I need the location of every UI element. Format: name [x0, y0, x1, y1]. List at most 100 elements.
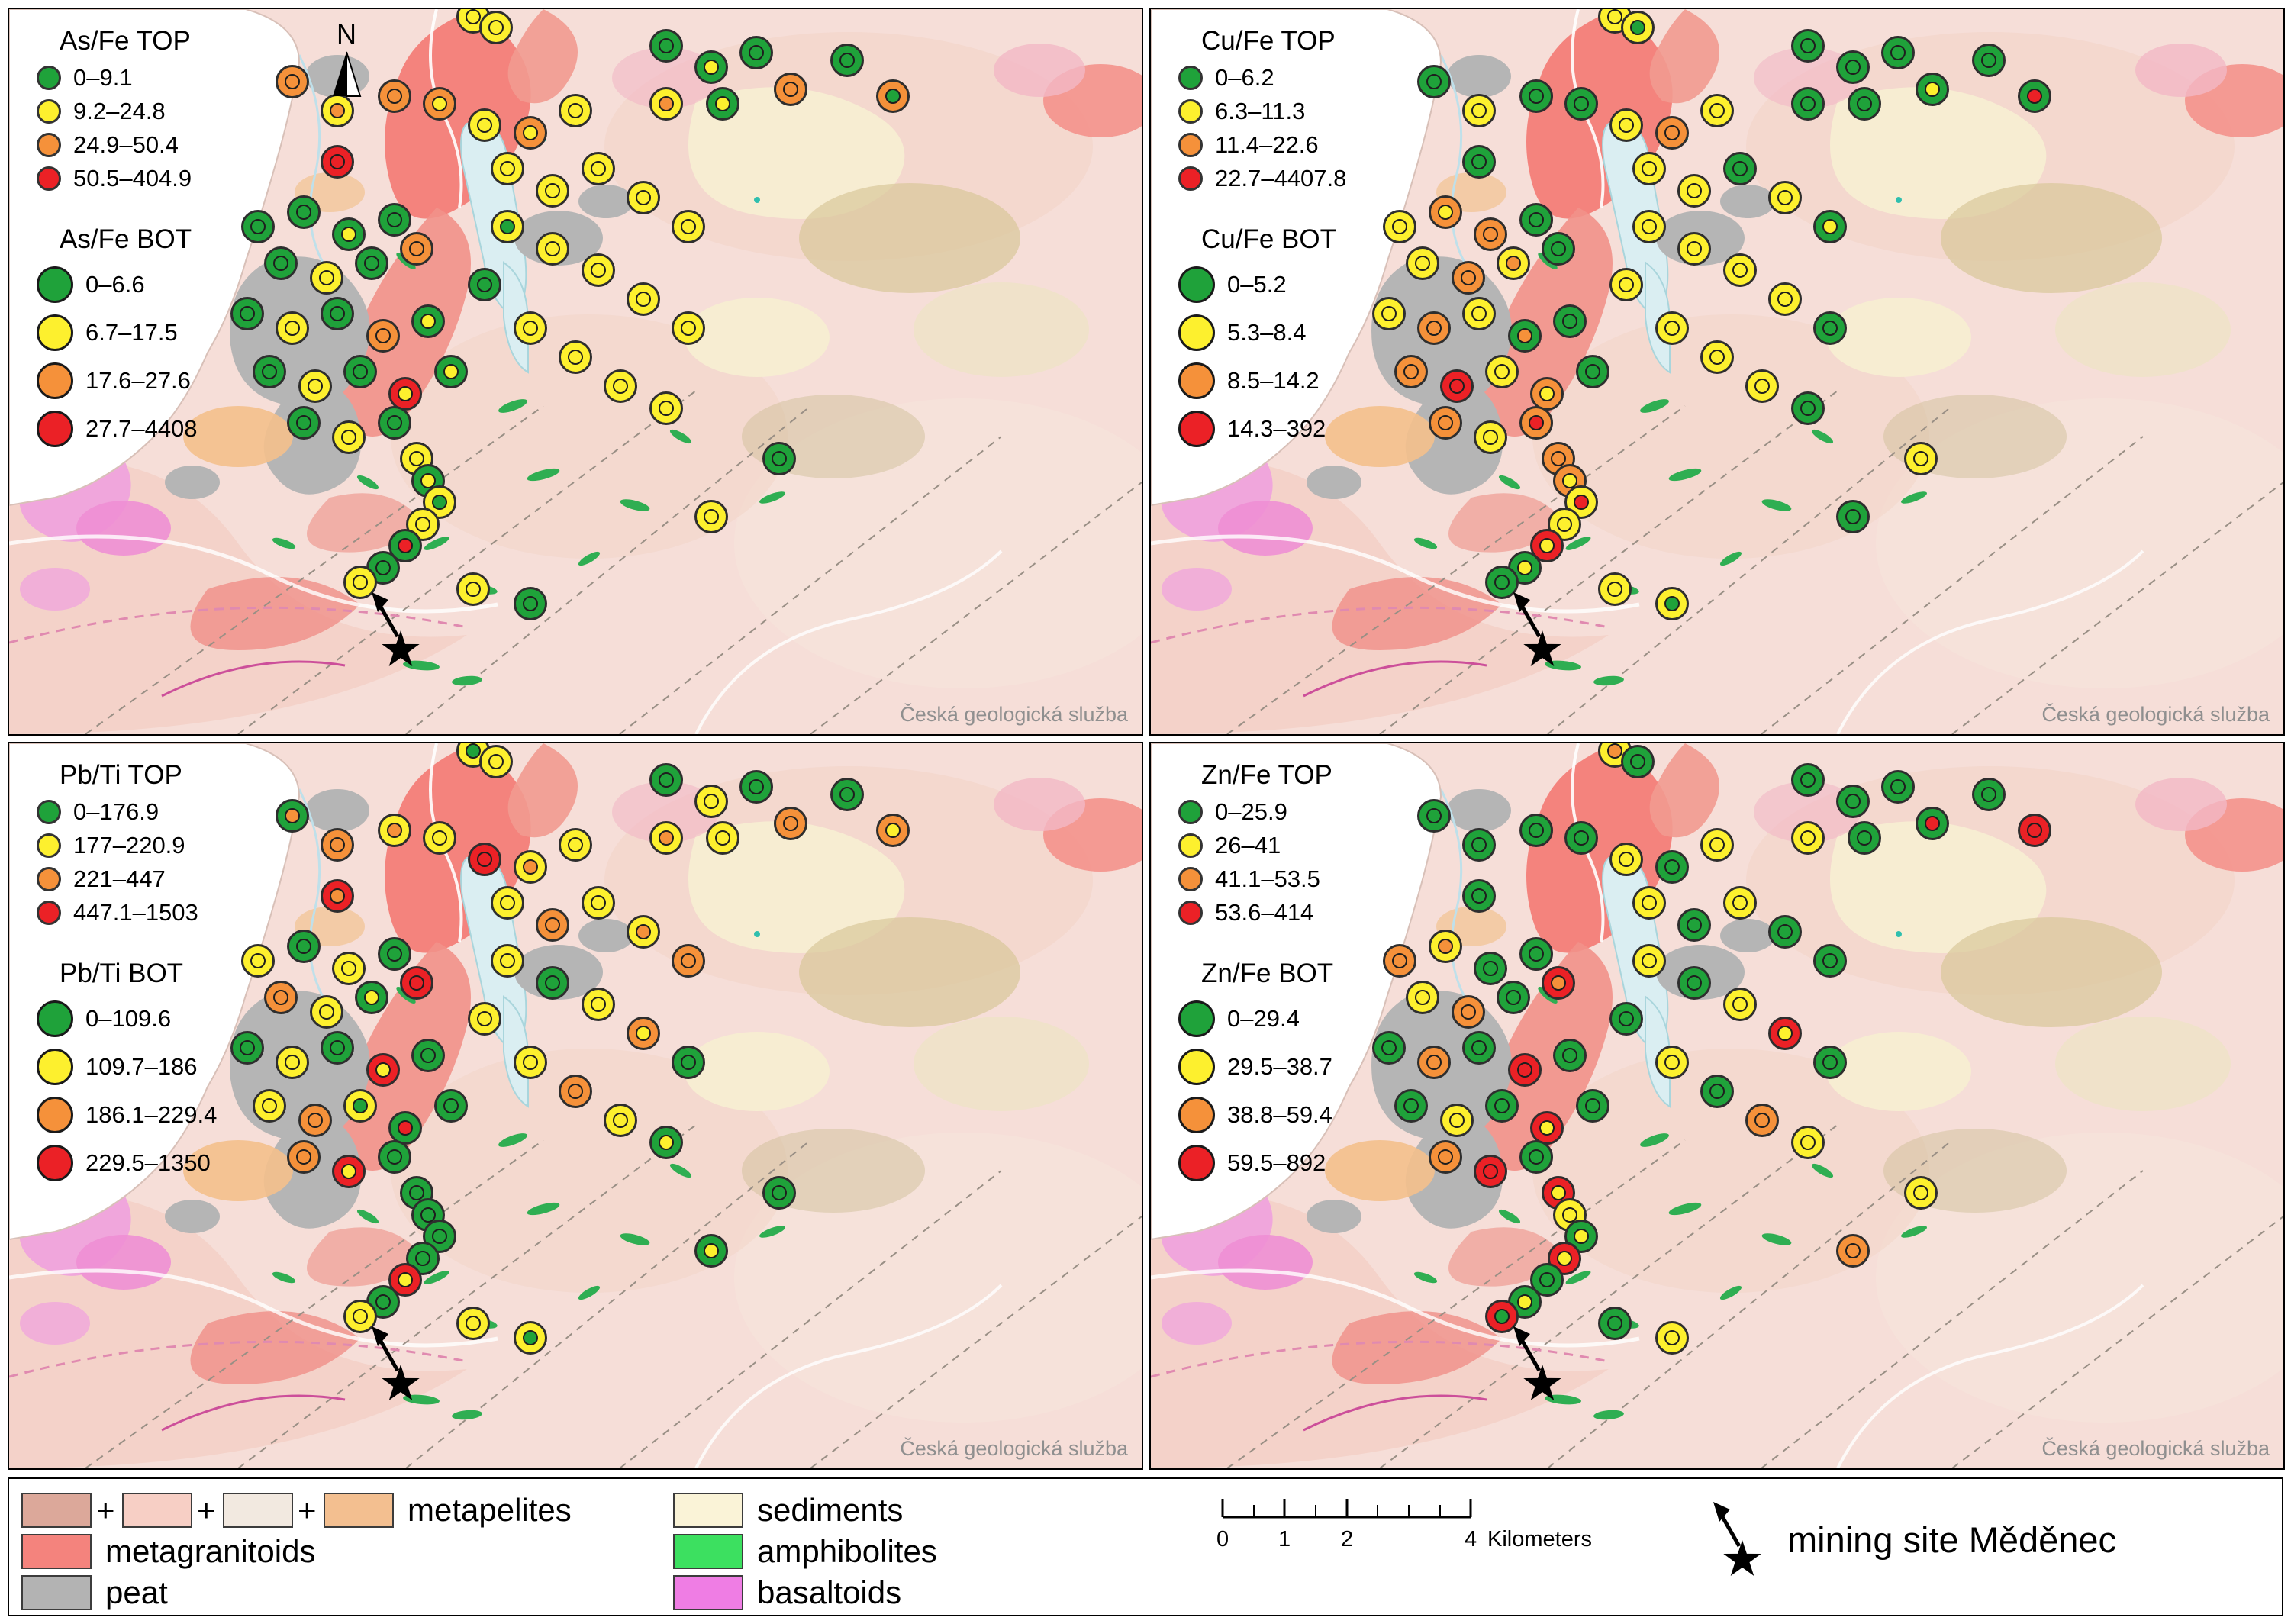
sample-site-marker-top-dot: [318, 1004, 334, 1020]
legend-class-row: 0–25.9: [1178, 798, 1333, 826]
sample-site-marker: [1790, 1125, 1825, 1159]
legend-class-swatch-icon: [1178, 1000, 1215, 1037]
sample-site-marker-top-dot: [1800, 95, 1816, 111]
sample-site-marker: [286, 405, 321, 440]
sample-site-marker: [286, 1139, 321, 1174]
panel-legend: Pb/Ti TOP 0–176.9 177–220.9 221–447 447.1–15…: [37, 754, 217, 1193]
sample-site-marker-top-dot: [409, 451, 425, 466]
sample-site-marker-top-dot: [1471, 837, 1487, 852]
sample-site-marker-top-dot: [420, 1047, 437, 1063]
sample-site-marker-top-dot: [1494, 364, 1510, 379]
sample-site-marker-top-dot: [420, 472, 437, 488]
sample-site-marker: [604, 369, 638, 403]
legend-class-swatch-icon: [1178, 314, 1215, 351]
legend-class-label: 59.5–892: [1227, 1149, 1326, 1176]
sample-site-marker-top-dot: [499, 895, 515, 910]
legend-class-row: 9.2–24.8: [37, 98, 198, 125]
sample-site-marker: [1677, 173, 1712, 208]
sample-site-marker-top-dot: [330, 103, 346, 118]
sample-site-marker: [1417, 65, 1451, 98]
sample-site-marker: [1915, 72, 1949, 106]
sample-site-marker-top-dot: [568, 1084, 583, 1099]
legend-class-row: 0–29.4: [1178, 1000, 1333, 1037]
sample-site-marker: [2017, 79, 2051, 113]
sample-site-marker: [1632, 944, 1666, 978]
legend-class-row: 0–109.6: [37, 1000, 217, 1037]
geology-label: basaltoids: [757, 1574, 902, 1610]
sample-site-marker-top-dot: [386, 823, 402, 838]
panel-legend: As/Fe TOP 0–9.1 9.2–24.8 24.9–50.4 50.5–404.…: [37, 20, 198, 459]
sample-site-marker: [1632, 210, 1666, 243]
legend-class-swatch-icon: [37, 833, 61, 858]
sample-site-marker-top-dot: [2026, 823, 2042, 838]
sample-site-marker-top-dot: [477, 277, 493, 292]
sample-site-marker: [1451, 994, 1485, 1029]
sample-site-marker-top-dot: [1630, 753, 1646, 769]
watermark: Česká geologická služba: [2041, 703, 2270, 726]
sample-site-marker-top-dot: [1505, 255, 1521, 271]
sample-site-marker-top-dot: [545, 917, 561, 933]
sample-site-marker: [1462, 297, 1497, 330]
sample-site-marker: [1677, 965, 1712, 1000]
sample-site-marker-top-dot: [330, 153, 346, 169]
sample-site-marker-top-dot: [250, 219, 266, 234]
sample-site-marker: [1904, 1176, 1938, 1210]
sample-site-marker-top-dot: [749, 45, 765, 60]
sample-site-marker-top-dot: [1483, 960, 1499, 976]
legend-class-row: 186.1–229.4: [37, 1097, 217, 1133]
sample-site-marker: [513, 1046, 547, 1079]
mining-site-star-icon: [1713, 1502, 1761, 1576]
sample-site-marker: [1519, 405, 1553, 440]
legend-class-label: 177–220.9: [73, 832, 185, 859]
sample-site-marker-top-dot: [681, 953, 697, 968]
sample-site-marker-top-dot: [1607, 582, 1623, 597]
sample-site-marker: [581, 886, 615, 920]
sample-site-marker: [479, 10, 514, 44]
sample-site-marker: [309, 994, 343, 1029]
sample-site-marker-top-dot: [1483, 429, 1499, 445]
sample-site-marker: [694, 1234, 729, 1268]
sample-site-marker: [513, 849, 547, 884]
sample-site-marker-top-dot: [1505, 989, 1521, 1005]
sample-site-marker-top-dot: [420, 1207, 437, 1223]
sample-site-marker-top-dot: [1619, 118, 1635, 133]
sample-site-marker-top-dot: [1471, 153, 1487, 169]
mining-site-legend-symbol: [1707, 1499, 1768, 1585]
mining-site-label: mining site Měděnec: [1787, 1519, 2117, 1560]
sample-site-marker-top-dot: [636, 292, 652, 307]
sample-site-marker: [1439, 369, 1474, 403]
sample-site-marker: [1836, 50, 1870, 84]
watermark: Česká geologická služba: [2041, 1437, 2270, 1460]
sample-site-marker-top-dot: [1528, 823, 1544, 838]
sample-site-marker-top-dot: [2026, 89, 2042, 104]
legend-class-label: 0–29.4: [1227, 1005, 1300, 1032]
sample-site-marker: [1439, 1104, 1474, 1137]
sample-site-marker-top-dot: [1709, 837, 1725, 852]
sample-site-marker: [332, 420, 366, 454]
scale-tick-label: 1: [1278, 1527, 1291, 1552]
sample-site-marker-top-dot: [341, 226, 357, 242]
sample-site-marker: [1632, 886, 1666, 920]
sample-site-marker: [1519, 202, 1553, 237]
sample-site-marker-top-dot: [1573, 95, 1589, 111]
legend-class-swatch-icon: [1178, 266, 1215, 303]
sample-site-marker: [309, 260, 343, 295]
sample-site-marker-top-dot: [1551, 1185, 1567, 1200]
sample-site-marker-top-dot: [330, 888, 346, 904]
legend-class-swatch-icon: [1178, 800, 1203, 824]
sample-site-marker-top-dot: [522, 596, 538, 611]
geology-swatch-metapelites-0: [21, 1493, 92, 1528]
sample-site-marker-top-dot: [1664, 596, 1680, 611]
sample-site-marker: [298, 1104, 332, 1137]
sample-site-marker: [1564, 86, 1598, 121]
legend-class-row: 109.7–186: [37, 1049, 217, 1085]
sample-site-marker: [1598, 1307, 1632, 1340]
sample-site-marker-top-dot: [522, 859, 538, 875]
sample-site-marker: [366, 1052, 400, 1087]
sample-site-marker-top-dot: [590, 895, 606, 910]
legend-class-swatch-icon: [37, 411, 73, 447]
sample-site-marker: [1428, 1139, 1462, 1174]
sample-site-marker-top-dot: [545, 240, 561, 256]
sample-site-marker: [422, 485, 456, 519]
sample-site-marker-top-dot: [1619, 852, 1635, 867]
